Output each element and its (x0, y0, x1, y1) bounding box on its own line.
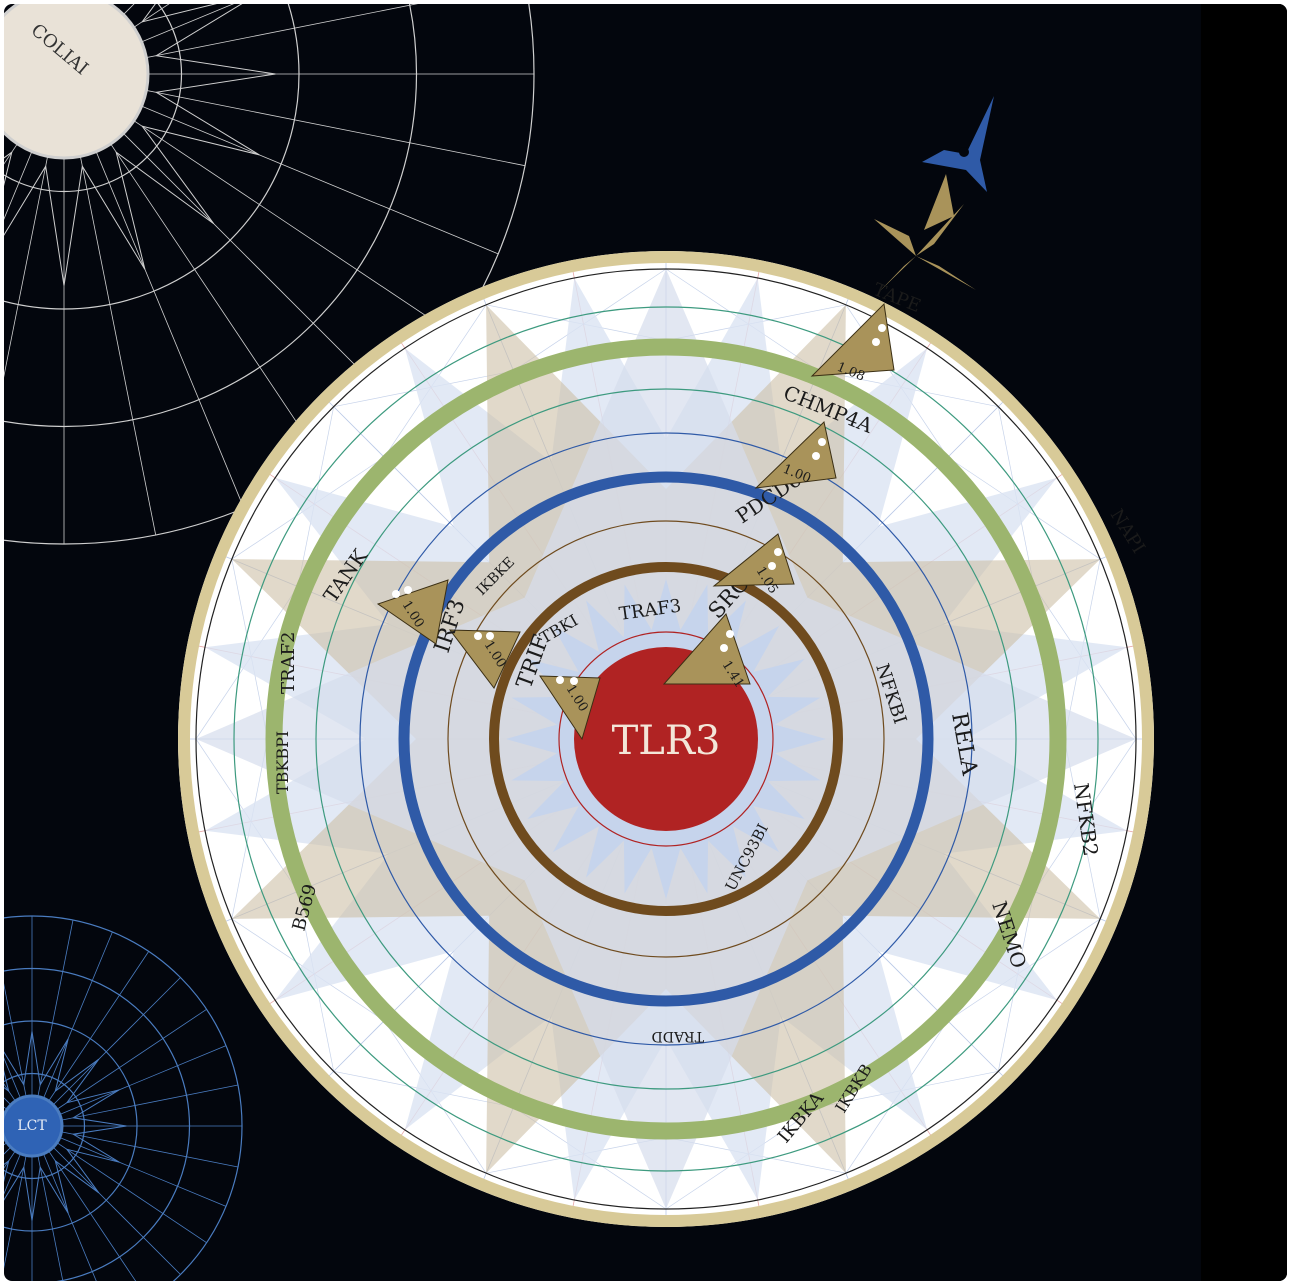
satellite-compass-bottom-left (4, 915, 243, 1281)
center-label: TLR3 (612, 718, 721, 764)
satellite-radial-line (31, 1125, 239, 1168)
outer-tan-ring (178, 251, 1154, 1227)
north-pointer (874, 96, 994, 292)
satellite-radial-line (31, 1125, 97, 1281)
satellite-radial-line (4, 1125, 33, 1169)
satellite-radial-line (4, 983, 33, 1127)
blue-thin-ring (359, 432, 973, 1046)
satellite-radial-line (31, 1125, 227, 1207)
label-tradd: TRADD (652, 1028, 704, 1044)
gold-cross-ornament (874, 174, 976, 292)
satellite-radial-line (4, 1125, 33, 1155)
brown-thin-ring (447, 520, 885, 958)
label-traf2: TRAF2 (278, 632, 299, 695)
satellite-compass-top-left (4, 4, 535, 545)
satellite-lct-label: LCT (17, 1118, 47, 1134)
blue-arrowhead (922, 96, 994, 192)
main-compass-rose: TLR3 (178, 251, 1154, 1227)
blue-ring (398, 471, 934, 1007)
satellite-radial-line (31, 1125, 64, 1281)
right-dark-strip (1201, 4, 1287, 1281)
satellite-radial-line (4, 1125, 33, 1269)
brown-ring (489, 562, 843, 916)
satellite-radial-line (31, 1045, 227, 1127)
satellite-radial-line (4, 1057, 33, 1127)
satellite-radial-line (31, 931, 113, 1127)
satellite-radial-line (31, 1125, 181, 1275)
satellite-center-node (4, 4, 150, 160)
label-tbkbp1: TBKBPI (273, 731, 292, 794)
satellite-radial-line (4, 1097, 33, 1127)
red-thin-ring (558, 631, 774, 847)
satellite-star (4, 4, 276, 286)
satellite-radial-line (31, 977, 181, 1127)
diagram-canvas: TLR3 1.41 SRC 1.00 TRIF (4, 4, 1287, 1281)
compass-diagram: TLR3 1.41 SRC 1.00 TRIF (4, 4, 1154, 1281)
satellite-radial-line (31, 951, 150, 1127)
satellite-radial-line (31, 1084, 239, 1127)
teal-ring-outer (233, 306, 1099, 1172)
satellite-radial-line (4, 1083, 33, 1127)
green-ring (265, 338, 1067, 1140)
teal-ring-inner (315, 388, 1017, 1090)
satellite-center-node (4, 1094, 64, 1158)
blue-arrowhead-hole (959, 147, 969, 157)
satellite-radial-line (31, 919, 74, 1127)
satellite-radial-line (31, 1008, 207, 1127)
satellite-radial-line (4, 1125, 33, 1195)
center-node-tlr3 (574, 647, 758, 831)
satellite-radial-line (31, 1125, 137, 1281)
satellite-radial-line (31, 1125, 207, 1244)
satellite-star (4, 1031, 127, 1221)
outer-thin-ring (195, 268, 1137, 1210)
satellite-labels: COLIAI LCT (17, 20, 92, 1134)
